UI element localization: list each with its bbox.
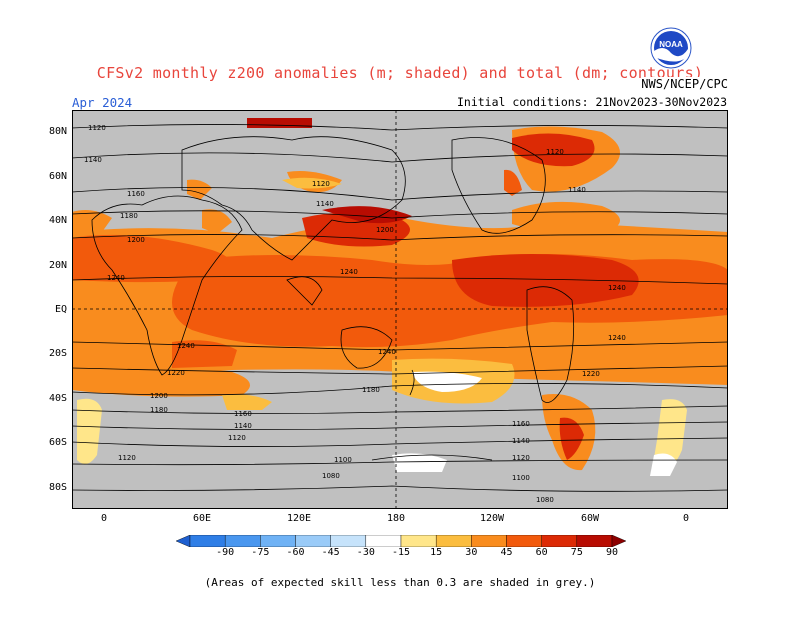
x-tick-label: 60W	[580, 513, 600, 524]
x-tick-label: 120E	[286, 513, 312, 524]
x-tick-label: 180	[386, 513, 406, 524]
colorbar-cell	[611, 535, 626, 547]
contour-label: 1160	[234, 410, 252, 418]
anomaly-map: 1120 1140 1160 1180 1200 1240 1240 1240 …	[72, 110, 728, 509]
y-tick-label: 80N	[48, 126, 67, 137]
contour-label: 1180	[120, 212, 138, 220]
colorbar-label: -30	[356, 547, 375, 558]
logo-text: NOAA	[659, 40, 683, 49]
colorbar-cell	[176, 535, 191, 547]
colorbar-label: -60	[286, 547, 305, 558]
contour-label: 1120	[546, 148, 564, 156]
contour-label: 1080	[536, 496, 554, 504]
contour-label: 1240	[608, 284, 626, 292]
contour-label: 1220	[582, 370, 600, 378]
contour-label: 1140	[234, 422, 252, 430]
contour-label: 1140	[512, 437, 530, 445]
contour-label: 1240	[177, 342, 195, 350]
colorbar-cell	[260, 535, 296, 547]
map-frame	[72, 110, 728, 509]
height-contours	[72, 124, 728, 492]
contour-label: 1180	[150, 406, 168, 414]
contour-label: 1240	[340, 268, 358, 276]
contour-labels: 1120 1140 1160 1180 1200 1240 1240 1240 …	[84, 124, 626, 504]
colorbar-cell	[295, 535, 331, 547]
x-tick-label: 0	[682, 513, 690, 524]
colorbar-label: -45	[321, 547, 340, 558]
colorbar-label: -15	[391, 547, 411, 558]
contour-label: 1140	[84, 156, 102, 164]
forecast-period: Apr 2024	[72, 95, 133, 110]
contour-label: 1200	[376, 226, 394, 234]
contour-label: 1200	[127, 236, 145, 244]
contour-label: 1100	[334, 456, 352, 464]
colorbar-cell	[506, 535, 542, 547]
contour-label: 1240	[378, 348, 396, 356]
contour-label: 1160	[127, 190, 145, 198]
contour-label: 1240	[107, 274, 125, 282]
colorbar-cell	[330, 535, 367, 547]
colorbar-cell	[471, 535, 507, 547]
colorbar-cell	[365, 535, 402, 547]
colorbar-label: 45	[500, 547, 513, 558]
colorbar-cell	[400, 535, 437, 547]
noaa-logo: NOAA	[650, 27, 692, 69]
colorbar-label: -75	[251, 547, 270, 558]
agency-label: NWS/NCEP/CPC	[641, 77, 728, 91]
x-tick-label: 0	[100, 513, 108, 524]
contour-label: 1180	[362, 386, 380, 394]
contour-label: 1140	[316, 200, 334, 208]
x-tick-label: 60E	[192, 513, 212, 524]
colorbar-cell	[541, 535, 578, 547]
y-tick-label: 20S	[48, 348, 67, 359]
contour-label: 1220	[167, 369, 185, 377]
contour-label: 1200	[150, 392, 168, 400]
map-title: CFSv2 monthly z200 anomalies (m; shaded)…	[96, 64, 704, 82]
colorbar	[176, 535, 626, 547]
colorbar-label: 60	[535, 547, 548, 558]
contour-label: 1120	[88, 124, 106, 132]
contour-label: 1240	[608, 334, 626, 342]
colorbar-label: 30	[465, 547, 478, 558]
contour-label: 1120	[512, 454, 530, 462]
contour-label: 1120	[228, 434, 246, 442]
y-tick-label: EQ	[54, 304, 67, 315]
y-tick-label: 60N	[48, 171, 67, 182]
y-tick-label: 60S	[48, 437, 67, 448]
contour-label: 1120	[118, 454, 136, 462]
colorbar-cell	[576, 535, 613, 547]
initial-conditions: Initial conditions: 21Nov2023-30Nov2023	[456, 95, 727, 109]
colorbar-label: -90	[216, 547, 235, 558]
skill-note: (Areas of expected skill less than 0.3 a…	[204, 576, 596, 589]
y-tick-label: 20N	[48, 260, 67, 271]
y-tick-label: 40N	[48, 215, 67, 226]
colorbar-cell	[435, 535, 472, 547]
colorbar-label: 75	[570, 547, 583, 558]
contour-label: 1100	[512, 474, 530, 482]
colorbar-label: 90	[605, 547, 619, 558]
y-tick-label: 40S	[48, 393, 67, 404]
contour-label: 1160	[512, 420, 530, 428]
colorbar-label: 15	[430, 547, 443, 558]
colorbar-cell	[189, 535, 226, 547]
colorbar-cell	[224, 535, 261, 547]
x-tick-label: 120W	[479, 513, 505, 524]
y-tick-label: 80S	[48, 482, 67, 493]
coastlines	[91, 136, 575, 461]
contour-label: 1140	[568, 186, 586, 194]
anomaly-shading	[72, 118, 728, 476]
contour-label: 1120	[312, 180, 330, 188]
contour-label: 1080	[322, 472, 340, 480]
